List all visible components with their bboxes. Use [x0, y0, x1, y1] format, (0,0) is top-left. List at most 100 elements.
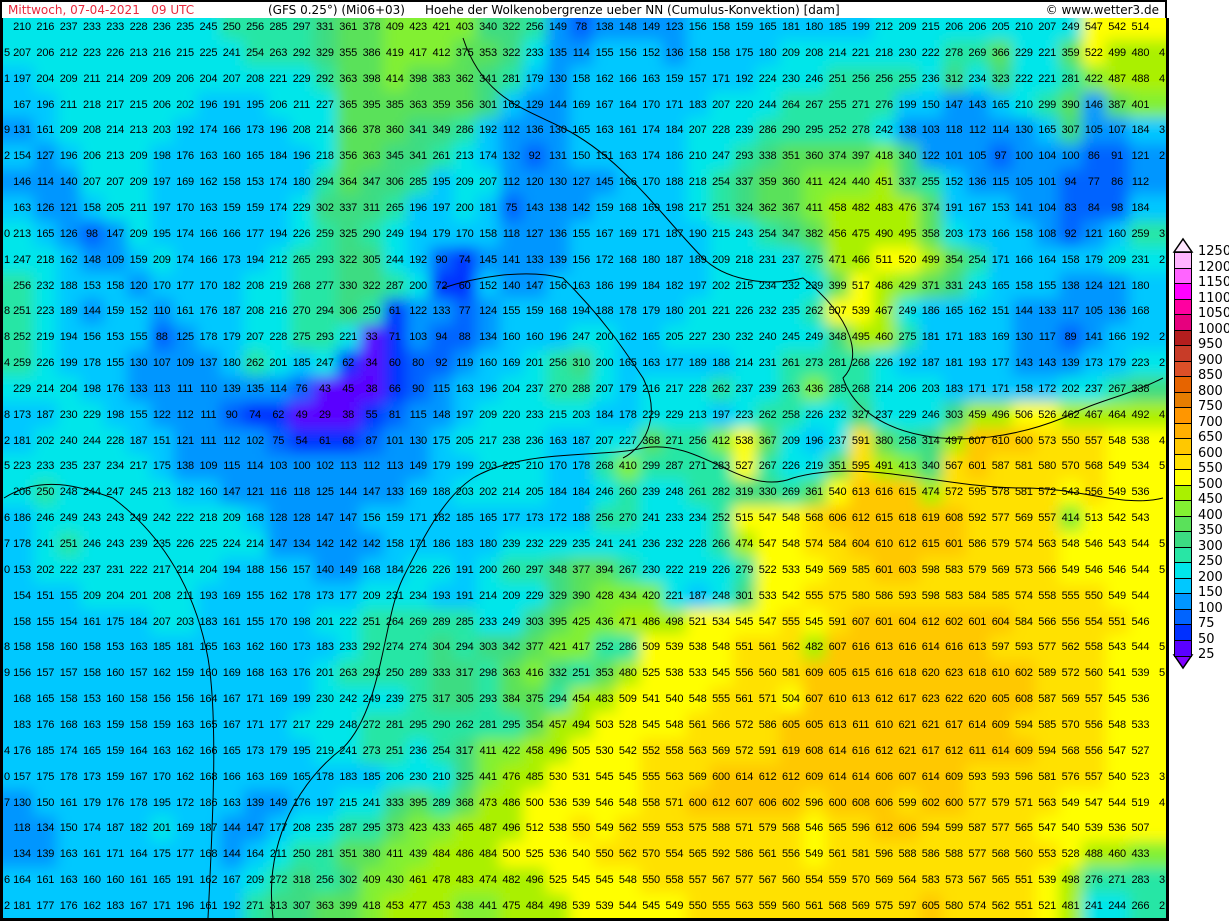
value-cell-fill [80, 298, 105, 325]
grid-value-partial: 6 [4, 874, 10, 887]
value-cell-fill [429, 220, 454, 248]
value-cell-fill [56, 39, 81, 67]
value-cell-fill [383, 117, 408, 144]
value-cell-fill [33, 143, 58, 170]
grid-value: 523 [1131, 770, 1150, 783]
legend-swatch [1174, 608, 1192, 626]
grid-value: 338 [1131, 382, 1150, 395]
value-cell-fill [266, 65, 291, 93]
value-cell-fill [126, 91, 151, 119]
value-cell-fill [33, 453, 58, 480]
value-cell-fill [33, 324, 58, 351]
value-cell-fill [359, 298, 384, 325]
legend-label: 850 [1198, 368, 1223, 383]
value-cell-fill [336, 220, 361, 248]
value-cell-fill [80, 169, 105, 196]
value-cell-fill [103, 220, 128, 248]
grid-value-partial: 1 [4, 72, 10, 85]
value-cell-fill [150, 375, 175, 403]
grid-value-partial: 8 [4, 641, 10, 654]
value-cell-fill [196, 143, 221, 170]
value-cell-fill [289, 375, 314, 403]
value-cell-fill [150, 169, 175, 196]
value-cell-fill [359, 350, 384, 377]
value-cell-fill [336, 272, 361, 300]
value-cell-fill [429, 143, 454, 170]
value-cell-fill [313, 246, 338, 274]
legend-swatch [1174, 298, 1192, 316]
value-cell-fill [1058, 18, 1083, 41]
value-cell-fill [406, 18, 431, 41]
grid-value: 539 [1131, 667, 1150, 680]
value-cell-fill [383, 298, 408, 325]
value-cell-fill [150, 350, 175, 377]
value-cell-fill [220, 427, 244, 455]
value-cell-fill [359, 39, 384, 67]
value-cell-fill [196, 324, 221, 351]
value-cell-fill [56, 453, 81, 480]
value-cell-fill [103, 143, 128, 170]
grid-value: 283 [1131, 874, 1150, 887]
value-cell-fill [80, 143, 105, 170]
value-cell-fill [126, 18, 151, 41]
value-cell-fill [3, 195, 35, 222]
value-cell-fill [289, 39, 314, 67]
legend-max-arrow [1172, 237, 1194, 253]
grid-value-partial: 3 [1159, 770, 1165, 783]
value-cell-fill [3, 324, 35, 351]
grid-value-partial: 9 [4, 667, 10, 680]
legend-label: 100 [1198, 600, 1223, 616]
value-cell-fill [33, 169, 58, 196]
value-cell-fill [220, 505, 244, 532]
map-header: Mittwoch, 07-04-2021 09 UTC (GFS 0.25°) … [0, 0, 1167, 19]
value-cell-fill [336, 117, 361, 144]
value-cell-fill [126, 401, 151, 429]
value-cell-fill [406, 324, 431, 351]
value-cell-fill [359, 117, 384, 144]
value-cell-fill [383, 272, 408, 300]
value-cell-fill [103, 350, 128, 377]
legend-label: 25 [1198, 647, 1215, 662]
value-cell-fill [126, 427, 151, 455]
value-cell-fill [220, 324, 244, 351]
value-cell-fill [126, 117, 151, 144]
value-cell-fill [173, 350, 198, 377]
value-cell-fill [406, 143, 431, 170]
value-cell-fill [220, 479, 244, 506]
value-cell-fill [220, 531, 244, 558]
value-cell-fill [173, 246, 198, 274]
value-cell-fill [220, 169, 244, 196]
value-cell-fill [313, 117, 338, 144]
value-cell-fill [383, 350, 408, 377]
value-cell-fill [662, 18, 687, 41]
value-cell-fill [406, 298, 431, 325]
value-cell-fill [56, 117, 81, 144]
grid-value-partial: 4 [1159, 46, 1165, 59]
value-cell-fill [243, 324, 268, 351]
value-cell-fill [289, 324, 314, 351]
value-cell-fill [592, 18, 617, 41]
value-cell-fill [383, 143, 408, 170]
value-cell-fill [383, 18, 408, 41]
value-cell-fill [103, 65, 128, 93]
weather-map: 210 216 237 233 233 228 236 235 245 250 256 285 297 3… [0, 18, 1169, 921]
value-cell-fill [266, 195, 291, 222]
value-cell-fill [359, 401, 384, 429]
value-cell-fill [406, 39, 431, 67]
grid-value-partial: 0 [4, 227, 10, 240]
value-cell-fill [173, 91, 198, 119]
legend-label: 1150 [1198, 275, 1229, 290]
value-cell-fill [80, 375, 105, 403]
value-cell-fill [103, 169, 128, 196]
value-cell-fill [243, 220, 268, 248]
value-cell-fill [173, 324, 198, 351]
legend-label: 75 [1198, 616, 1215, 631]
value-cell-fill [383, 246, 408, 274]
value-cell-fill [243, 556, 268, 584]
value-cell-fill [126, 272, 151, 300]
value-cell-fill [173, 117, 198, 144]
value-cell-fill [220, 18, 244, 41]
grid-value-partial: 9 [4, 124, 10, 137]
value-cell-fill [80, 272, 105, 300]
grid-value: 231 [1131, 253, 1150, 266]
